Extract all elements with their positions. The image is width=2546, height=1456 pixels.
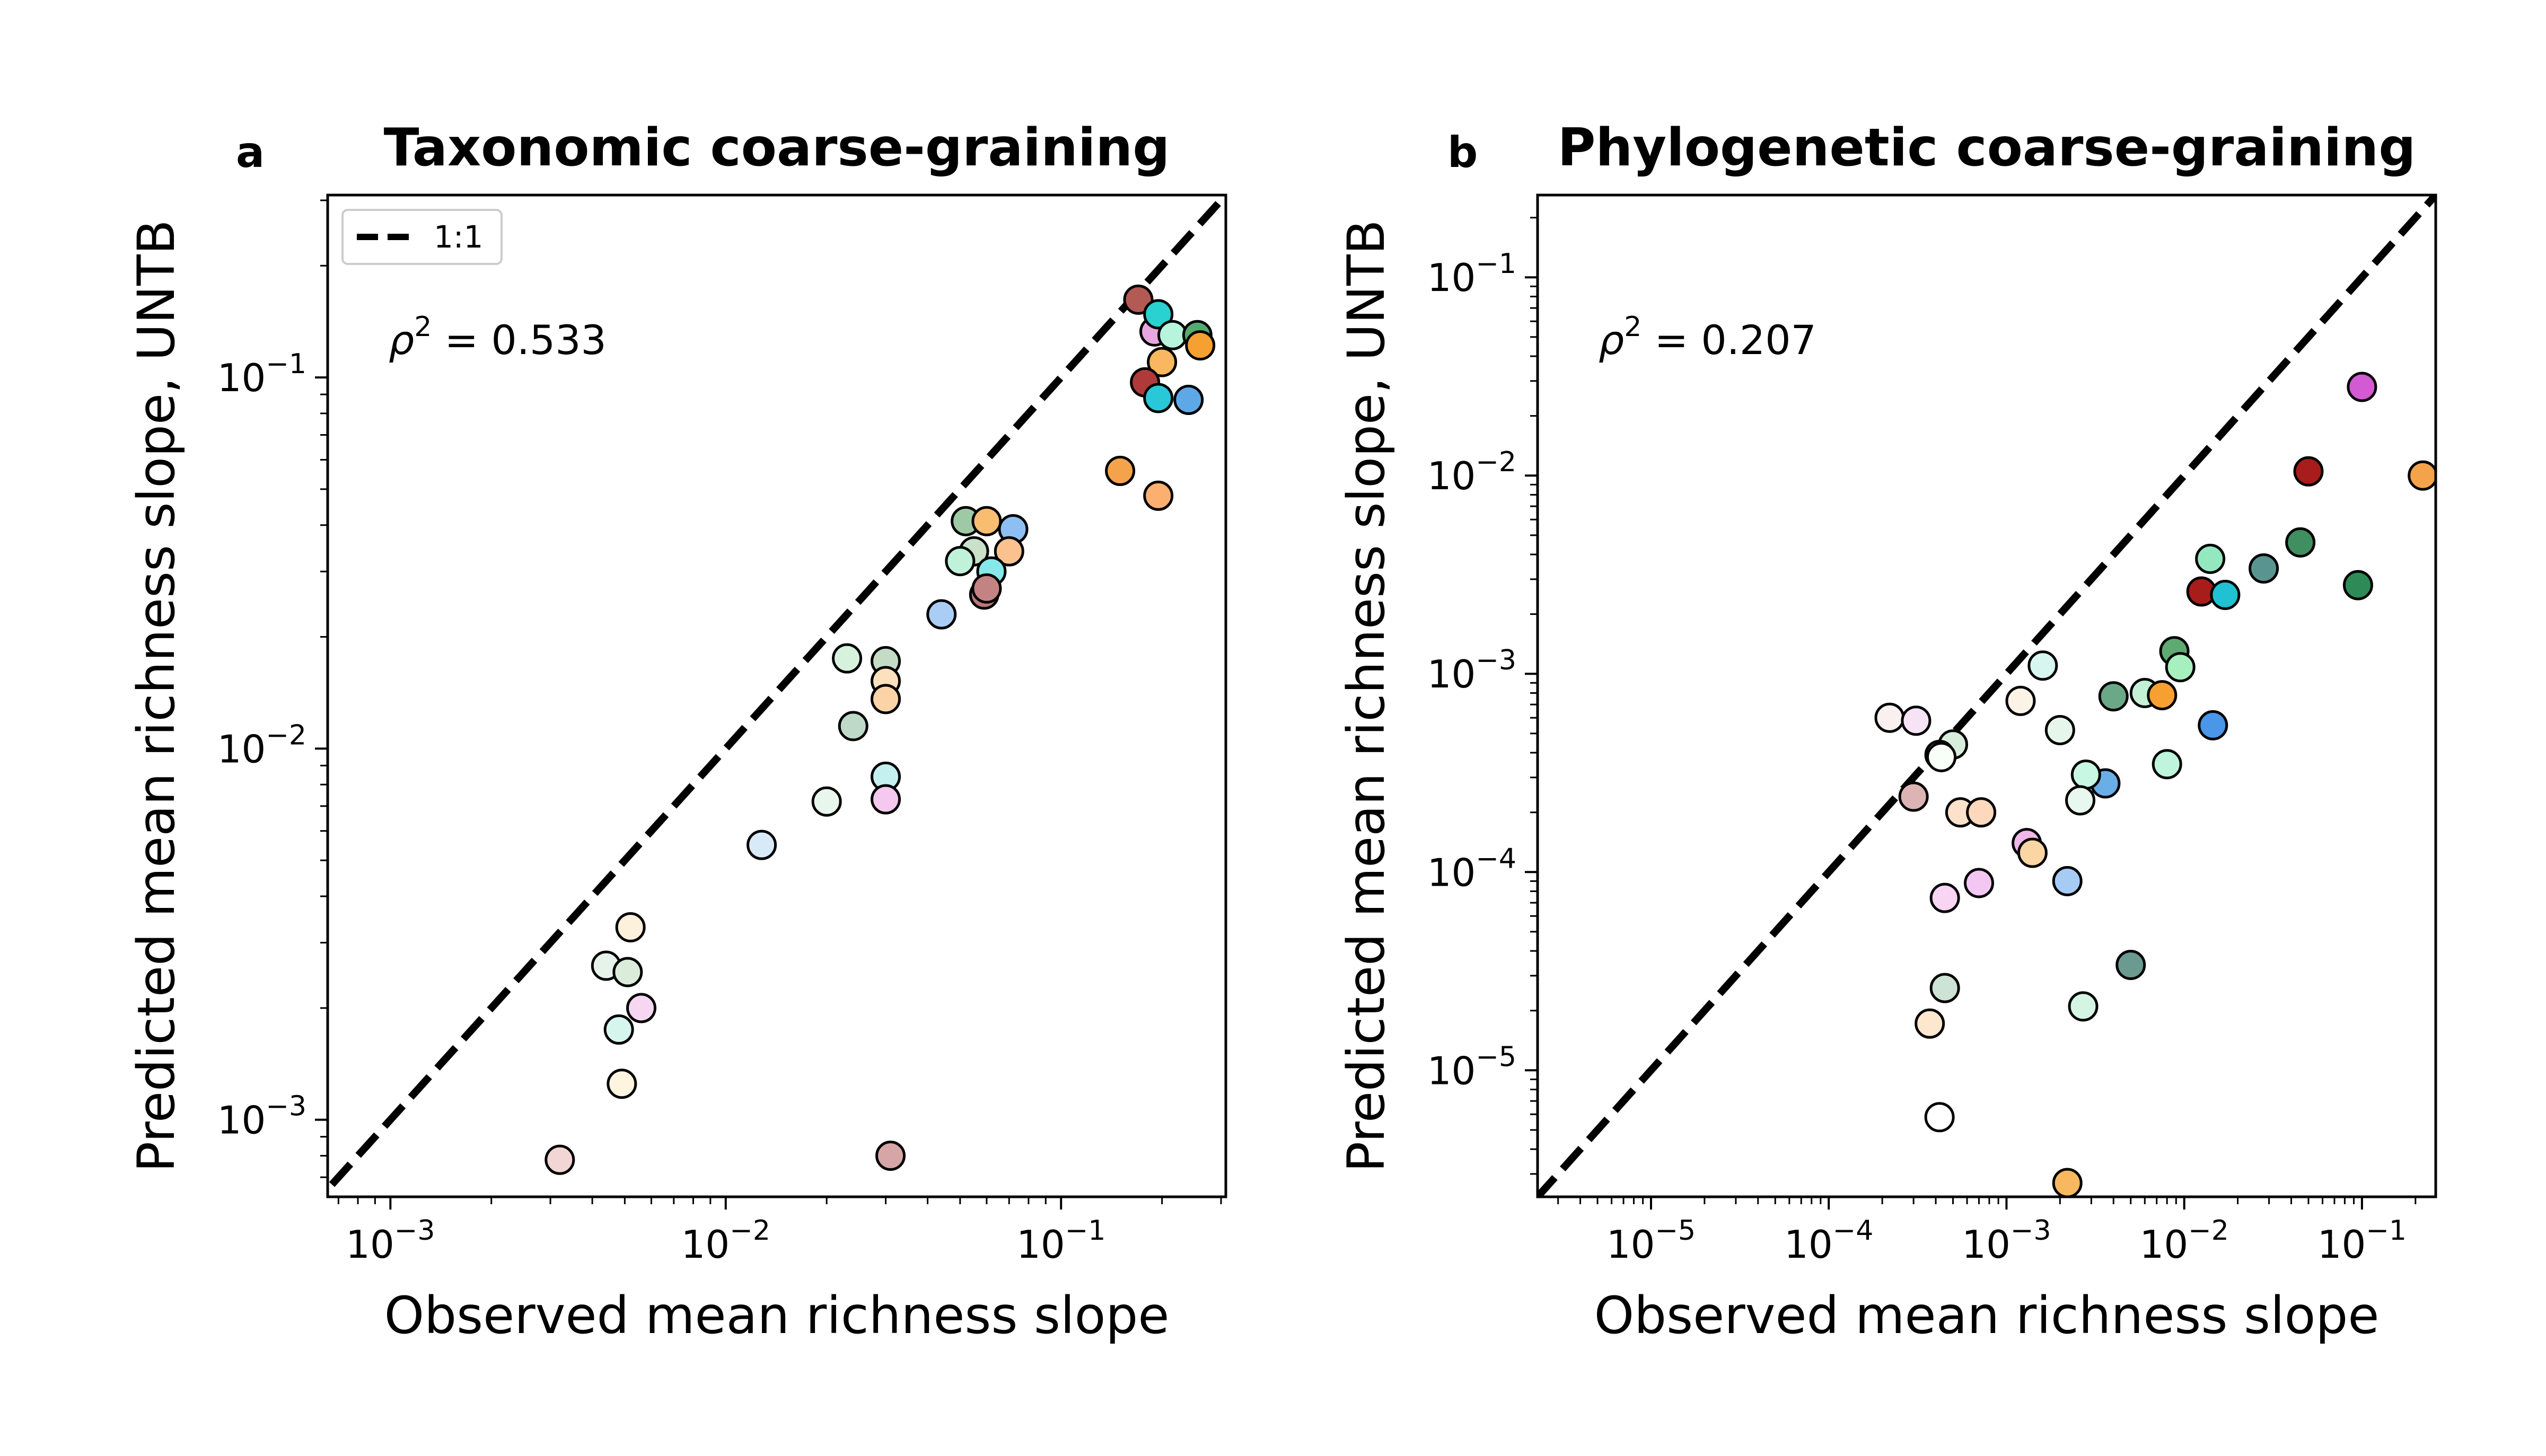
scatter-point: [1929, 973, 1960, 1003]
scatter-point: [2065, 785, 2096, 816]
scatter-point: [2347, 372, 2377, 402]
scatter-point: [1964, 868, 1995, 898]
scatter-point: [2052, 1168, 2083, 1197]
scatter-point: [945, 546, 976, 577]
scatter-point: [2147, 680, 2178, 711]
scatter-point: [615, 912, 646, 943]
scatter-point: [1123, 284, 1154, 315]
scatter-point: [1185, 330, 1216, 361]
scatter-point: [1901, 705, 1932, 736]
panel-a-taxonomic: a Taxonomic coarse-graining Observed mean …: [127, 118, 1227, 1345]
scatter-point: [2098, 681, 2129, 712]
x-tick-label: 10−2: [681, 1215, 770, 1267]
scatter-point: [1915, 1008, 1945, 1039]
y-tick-label: 10−3: [217, 1091, 306, 1143]
scatter-point: [871, 784, 901, 815]
scatter-point: [2198, 710, 2228, 740]
y-tick-label: 10−1: [217, 348, 306, 400]
y-tick-label: 10−1: [1427, 248, 1516, 300]
scatter-point: [545, 1144, 575, 1175]
legend: 1:1: [341, 209, 503, 265]
scatter-point: [2152, 749, 2182, 780]
x-tick-label: 10−3: [1962, 1215, 2051, 1267]
rho-squared-annotation: ρ2 = 0.207: [1599, 311, 1816, 364]
plot-area: [1538, 195, 2436, 1197]
scatter-point: [1898, 781, 1929, 812]
plot-area: [328, 195, 1226, 1195]
rho-squared-annotation: ρ2 = 0.533: [389, 311, 607, 364]
scatter-point: [926, 599, 957, 630]
scatter-point: [971, 573, 1002, 604]
x-axis-label: Observed mean richness slope: [384, 1286, 1170, 1345]
y-axis-label: Predicted mean richness slope, UNTB: [1337, 219, 1396, 1172]
scatter-point: [2068, 991, 2099, 1022]
y-tick-label: 10−3: [1427, 645, 1516, 696]
scatter-point: [2285, 527, 2316, 558]
scatter-point: [1173, 384, 1204, 415]
y-axis-label: Predicted mean richness slope, UNTB: [127, 219, 186, 1172]
scatter-point: [994, 536, 1024, 567]
panel-letter: b: [1447, 128, 1478, 177]
scatter-point: [1874, 702, 1905, 733]
scatter-point: [2408, 460, 2436, 491]
scatter-point: [1105, 455, 1136, 486]
chart-title: Taxonomic coarse-graining: [384, 118, 1170, 178]
scatter-point: [832, 643, 863, 674]
x-tick-label: 10−2: [2140, 1215, 2229, 1267]
scatter-point: [1929, 883, 1960, 913]
scatter-point: [971, 506, 1002, 536]
legend-box: [341, 209, 503, 265]
scatter-point: [2027, 650, 2058, 681]
scatter-point: [2342, 570, 2373, 601]
axes-frame: [1536, 193, 2437, 1198]
x-tick-label: 10−1: [1016, 1215, 1105, 1267]
scatter-point: [811, 786, 842, 817]
y-tick-label: 10−4: [1427, 843, 1516, 895]
scatter-point: [1966, 797, 1997, 828]
scatter-point: [2044, 714, 2075, 745]
scatter-point: [1143, 383, 1174, 413]
axes-frame: [326, 193, 1227, 1198]
scatter-point: [2249, 553, 2279, 584]
scatter-point: [1143, 480, 1174, 511]
y-tick-label: 10−2: [1427, 446, 1516, 498]
scatter-point: [2195, 543, 2226, 574]
scatter-point: [612, 957, 643, 987]
scatter-point: [2165, 652, 2196, 683]
scatter-point: [2070, 759, 2101, 790]
chart-title: Phylogenetic coarse-graining: [1558, 118, 2416, 178]
one-to-one-line: [1538, 195, 2436, 1197]
x-tick-label: 10−5: [1606, 1215, 1696, 1267]
scatter-point: [2293, 456, 2324, 487]
scatter-point: [1157, 320, 1188, 350]
scatter-point: [2052, 866, 2083, 896]
scatter-point: [838, 711, 868, 742]
scatter-point: [2017, 837, 2048, 868]
scatter-point: [2115, 949, 2146, 980]
scatter-point: [875, 1140, 906, 1171]
scatter-point: [626, 993, 657, 1023]
x-axis-label: Observed mean richness slope: [1594, 1286, 2380, 1345]
scatter-point: [1143, 299, 1174, 330]
scatter-point: [871, 684, 901, 714]
panel-b-phylogenetic: b Phylogenetic coarse-graining Observed me…: [1337, 118, 2437, 1345]
x-tick-label: 10−1: [2317, 1215, 2407, 1267]
scatter-point: [1924, 1102, 1955, 1133]
scatter-point: [1926, 742, 1957, 772]
scatter-point: [2005, 685, 2036, 716]
x-tick-label: 10−4: [1784, 1215, 1873, 1267]
legend-label: 1:1: [434, 219, 483, 255]
scatter-point: [607, 1069, 637, 1099]
scatter-point: [747, 830, 777, 860]
y-tick-label: 10−5: [1427, 1041, 1516, 1093]
scatter-point: [1147, 347, 1178, 377]
scatter-point: [603, 1014, 634, 1045]
scatter-point: [2210, 579, 2241, 610]
panel-letter: a: [236, 128, 265, 177]
y-tick-label: 10−2: [217, 719, 306, 771]
x-tick-label: 10−3: [346, 1215, 435, 1267]
